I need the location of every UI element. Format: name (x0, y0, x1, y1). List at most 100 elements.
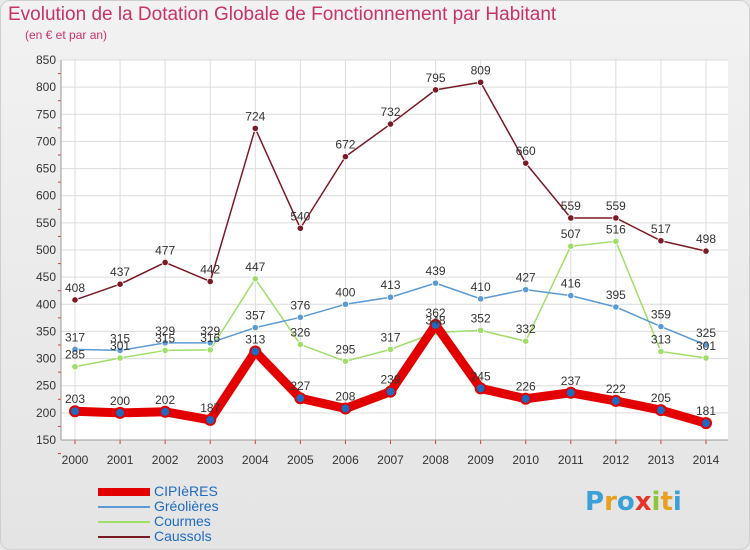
data-point (657, 347, 665, 356)
data-point (71, 345, 79, 353)
logo-letter: r (604, 487, 617, 517)
x-tick-label: 2010 (512, 453, 539, 467)
y-tick-label: 500 (36, 243, 56, 257)
y-tick-label: 200 (36, 406, 56, 420)
data-point (206, 346, 214, 354)
y-tick-label: 700 (36, 134, 56, 148)
data-label: 329 (200, 324, 220, 338)
data-point (386, 345, 395, 353)
legend-item-courmes: Courmes (98, 514, 318, 529)
data-point (71, 296, 79, 304)
y-tick-label: 850 (36, 53, 56, 67)
y-tick-label: 800 (36, 80, 56, 94)
data-label: 477 (155, 243, 175, 257)
data-point (161, 258, 169, 267)
data-point (522, 286, 530, 294)
data-label: 237 (561, 374, 581, 388)
data-label: 559 (561, 199, 581, 213)
data-label: 439 (426, 264, 446, 278)
data-label: 317 (65, 330, 85, 344)
data-point (251, 275, 259, 283)
data-point (341, 300, 350, 308)
logo-letter: o (616, 487, 635, 517)
data-label: 540 (290, 209, 310, 223)
data-point (702, 247, 710, 255)
y-tick-label: 650 (36, 162, 56, 176)
data-label: 239 (380, 373, 400, 387)
data-label: 245 (471, 369, 491, 383)
data-point (116, 354, 124, 362)
data-point (71, 363, 79, 371)
legend-swatch-courmes (98, 521, 150, 523)
data-point (296, 224, 304, 232)
data-point (612, 303, 620, 311)
data-label: 357 (245, 309, 265, 323)
data-label: 408 (65, 281, 85, 295)
data-labels: 408 437 477 442 724 540 672 732 795 809 660 559 559 5… (65, 63, 716, 418)
data-point (474, 382, 487, 395)
chart-subtitle: (en € et par an) (25, 28, 108, 42)
data-point (384, 385, 397, 398)
data-label: 301 (110, 339, 130, 353)
data-label: 507 (561, 227, 581, 241)
data-label: 200 (110, 394, 130, 408)
data-point (567, 291, 575, 300)
data-label: 325 (696, 326, 716, 340)
data-label: 285 (65, 348, 85, 362)
data-point (339, 402, 352, 415)
x-tick-label: 2014 (693, 453, 720, 467)
y-tick-label: 600 (36, 189, 56, 203)
x-tick-label: 2009 (467, 453, 494, 467)
data-point (116, 346, 124, 355)
chart-title: Evolution de la Dotation Globale de Fonc… (8, 4, 557, 25)
data-point (159, 405, 172, 418)
data-label: 226 (516, 380, 536, 394)
x-tick-label: 2008 (422, 453, 449, 467)
legend-swatch-caussols (98, 536, 150, 538)
series-lines (69, 78, 712, 430)
data-label: 809 (471, 63, 491, 77)
y-tick-label: 750 (36, 107, 56, 121)
data-label: 315 (110, 331, 130, 345)
data-point (251, 324, 259, 332)
data-label: 205 (651, 391, 671, 405)
data-label: 329 (155, 324, 175, 338)
data-point (519, 392, 532, 405)
data-label: 498 (696, 232, 716, 246)
y-tick-label: 450 (36, 270, 56, 284)
y-tick-label: 150 (36, 433, 56, 447)
data-point (294, 392, 307, 405)
logo-letter: i (672, 487, 682, 517)
legend-label-cipieres: CIPIèRES (154, 483, 218, 499)
data-point (204, 413, 217, 426)
x-tick-label: 2001 (107, 453, 134, 467)
data-label: 410 (471, 280, 491, 294)
data-label: 447 (245, 260, 265, 274)
y-tick-label: 400 (36, 297, 56, 311)
data-point (657, 237, 665, 245)
data-label: 442 (200, 262, 220, 276)
x-tick-label: 2007 (377, 453, 404, 467)
data-point (161, 339, 169, 347)
y-tick-label: 350 (36, 324, 56, 338)
data-point (612, 214, 620, 222)
data-label: 295 (335, 342, 355, 356)
data-point (477, 326, 485, 334)
data-point (477, 78, 485, 86)
data-point (69, 405, 81, 418)
data-label: 516 (606, 222, 626, 236)
data-point (609, 394, 622, 407)
y-tick-label: 300 (36, 352, 56, 366)
data-point (522, 159, 530, 167)
data-label: 316 (200, 331, 220, 345)
data-label: 326 (290, 325, 310, 339)
data-point (249, 345, 262, 358)
data-label: 559 (606, 199, 626, 213)
x-tick-label: 2012 (603, 453, 630, 467)
legend-label-courmes: Courmes (154, 513, 211, 529)
data-label: 732 (380, 105, 400, 119)
y-tick-label: 550 (36, 216, 56, 230)
data-label: 660 (516, 144, 536, 158)
data-label: 315 (155, 331, 175, 345)
